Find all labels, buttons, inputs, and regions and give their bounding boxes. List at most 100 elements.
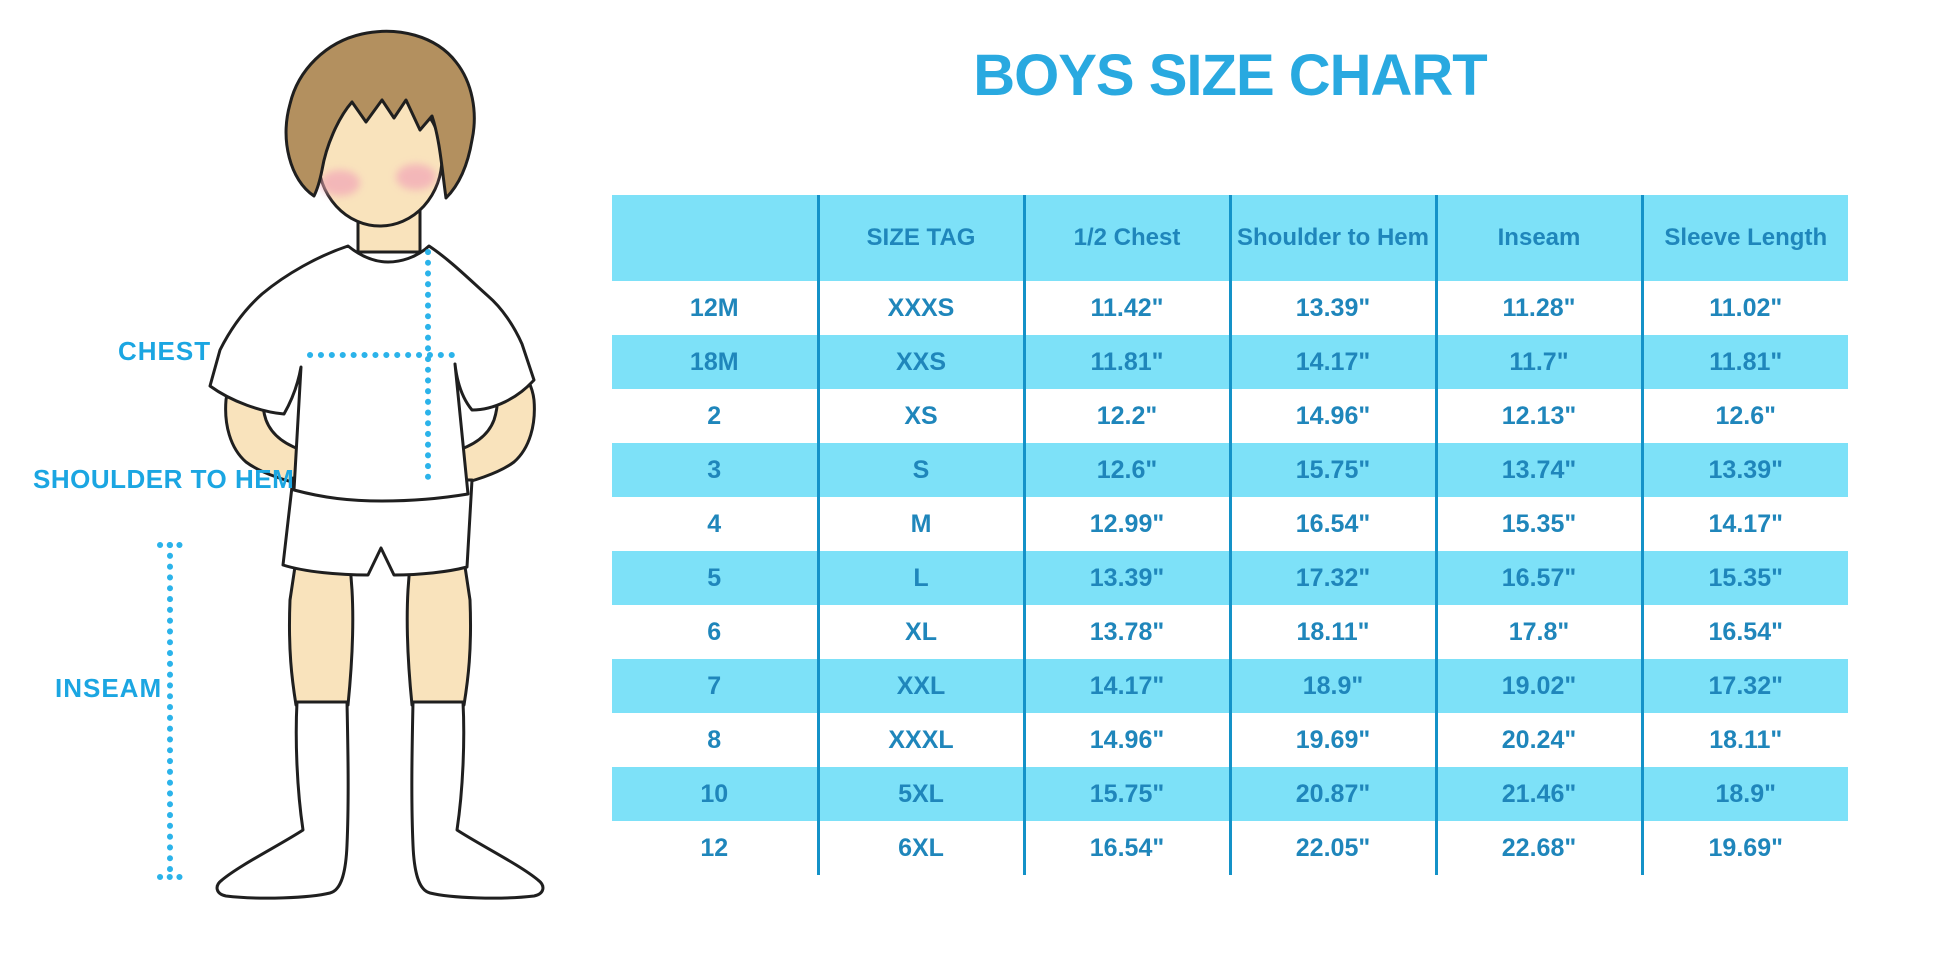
- table-row: 12 6XL 16.54" 22.05" 22.68" 19.69": [612, 821, 1848, 875]
- boy-illustration: [157, 29, 545, 900]
- table-row: 12M XXXS 11.42" 13.39" 11.28" 11.02": [612, 281, 1848, 335]
- table-cell: 12M: [612, 281, 820, 335]
- table-cell: XL: [818, 605, 1026, 659]
- table-cell: 10: [612, 767, 820, 821]
- table-cell: 21.46": [1436, 767, 1644, 821]
- column-header: Shoulder to Hem: [1230, 195, 1438, 281]
- table-cell: 13.39": [1642, 443, 1848, 497]
- column-header: 1/2 Chest: [1024, 195, 1232, 281]
- table-cell: 18.9": [1642, 767, 1848, 821]
- table-cell: 13.39": [1024, 551, 1232, 605]
- table-cell: 14.17": [1230, 335, 1438, 389]
- table-cell: 16.54": [1230, 497, 1438, 551]
- table-row: 18M XXS 11.81" 14.17" 11.7" 11.81": [612, 335, 1848, 389]
- table-cell: 12.2": [1024, 389, 1232, 443]
- table-cell: 2: [612, 389, 820, 443]
- table-cell: 11.28": [1436, 281, 1644, 335]
- right-leg: [405, 558, 473, 707]
- table-cell: 12.13": [1436, 389, 1644, 443]
- table-cell: 16.57": [1436, 551, 1644, 605]
- right-sock: [410, 700, 545, 900]
- table-cell: 11.81": [1642, 335, 1848, 389]
- table-cell: 17.32": [1642, 659, 1848, 713]
- table-cell: 11.02": [1709, 293, 1783, 322]
- table-cell: 3: [612, 443, 820, 497]
- inseam-label: INSEAM: [55, 673, 163, 703]
- table-cell: 6: [612, 605, 820, 659]
- table-cell: 18.9": [1230, 659, 1438, 713]
- shoulder-to-hem-label: SHOULDER TO HEM: [33, 464, 295, 494]
- table-cell: 12: [612, 821, 820, 875]
- column-header: Inseam: [1436, 195, 1644, 281]
- table-cell: 22.68": [1436, 821, 1644, 875]
- table-cell: 14.96": [1230, 389, 1438, 443]
- table-cell: 14.96": [1024, 713, 1232, 767]
- table-cell: 5XL: [818, 767, 1026, 821]
- table-cell: 15.35": [1642, 551, 1848, 605]
- right-cheek: [396, 164, 436, 190]
- table-cell: 18.11": [1709, 725, 1783, 754]
- table-cell: 11.42": [1024, 281, 1232, 335]
- shorts: [281, 476, 474, 577]
- table-cell: 14.17": [1024, 659, 1232, 713]
- table-cell: 6XL: [818, 821, 1026, 875]
- column-header: [612, 195, 820, 281]
- table-row: 6 XL 13.78" 18.11" 17.8" 16.54": [612, 605, 1848, 659]
- table-row: 8 XXXL 14.96" 19.69" 20.24" 18.11": [612, 713, 1848, 767]
- table-cell: 12.6": [1715, 401, 1776, 430]
- table-cell: 16.54": [1024, 821, 1232, 875]
- size-chart-table: SIZE TAG 1/2 Chest Shoulder to Hem Inseam Sl…: [612, 195, 1848, 875]
- table-cell: 12.6": [1024, 443, 1232, 497]
- table-cell: 7: [612, 659, 820, 713]
- table-cell: 17.32": [1230, 551, 1438, 605]
- table-cell: XS: [818, 389, 1026, 443]
- table-cell: 19.69": [1230, 713, 1438, 767]
- hair: [284, 29, 476, 200]
- table-cell: 11.7": [1436, 335, 1644, 389]
- table-cell: 15.75": [1024, 767, 1232, 821]
- table-cell: M: [818, 497, 1026, 551]
- table-cell: XXXS: [818, 281, 1026, 335]
- table-cell: 13.39": [1230, 281, 1438, 335]
- table-cell: 20.24": [1436, 713, 1644, 767]
- table-cell: L: [818, 551, 1026, 605]
- left-leg: [287, 558, 355, 707]
- left-sock: [215, 700, 350, 900]
- table-row: 3 S 12.6" 15.75" 13.74" 13.39": [612, 443, 1848, 497]
- table-row: 10 5XL 15.75" 20.87" 21.46" 18.9": [612, 767, 1848, 821]
- table-cell: 14.17": [1708, 509, 1783, 538]
- table-cell: 22.05": [1230, 821, 1438, 875]
- table-cell: 15.35": [1436, 497, 1644, 551]
- table-cell: 13.78": [1024, 605, 1232, 659]
- table-cell: 15.75": [1230, 443, 1438, 497]
- table-cell: XXS: [818, 335, 1026, 389]
- table-cell: XXL: [818, 659, 1026, 713]
- table-cell: 4: [612, 497, 820, 551]
- table-cell: S: [818, 443, 1026, 497]
- table-row: 5 L 13.39" 17.32" 16.57" 15.35": [612, 551, 1848, 605]
- table-cell: XXXL: [818, 713, 1026, 767]
- page-title: BOYS SIZE CHART: [973, 43, 1488, 108]
- table-cell: 8: [612, 713, 820, 767]
- table-cell: 11.81": [1024, 335, 1232, 389]
- table-cell: 13.74": [1436, 443, 1644, 497]
- header-row: SIZE TAG 1/2 Chest Shoulder to Hem Inseam Sl…: [612, 195, 1848, 281]
- table-row: 2 XS 12.2" 14.96" 12.13" 12.6": [612, 389, 1848, 443]
- table-row: 4 M 12.99" 16.54" 15.35" 14.17": [612, 497, 1848, 551]
- table-cell: 5: [612, 551, 820, 605]
- t-shirt: [208, 244, 536, 503]
- table-cell: 12.99": [1024, 497, 1232, 551]
- table-cell: 19.69": [1708, 833, 1783, 862]
- chest-label: CHEST: [118, 336, 212, 366]
- column-header: SIZE TAG: [818, 195, 1026, 281]
- column-header: Sleeve Length: [1642, 195, 1848, 281]
- table-cell: 20.87": [1230, 767, 1438, 821]
- table-cell: 16.54": [1708, 617, 1783, 646]
- table-cell: 18M: [612, 335, 820, 389]
- table-cell: 19.02": [1436, 659, 1644, 713]
- table-cell: 18.11": [1230, 605, 1438, 659]
- left-cheek: [320, 170, 360, 196]
- table-row: 7 XXL 14.17" 18.9" 19.02" 17.32": [612, 659, 1848, 713]
- table-cell: 17.8": [1436, 605, 1644, 659]
